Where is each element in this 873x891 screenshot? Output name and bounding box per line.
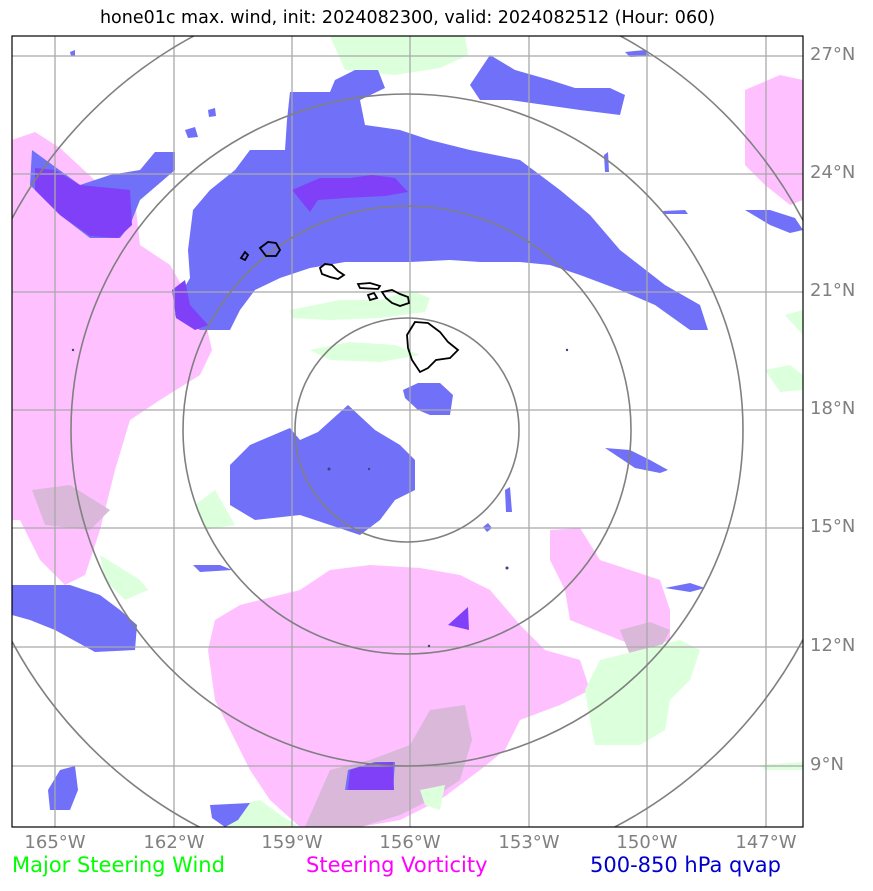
qvap-region-small-7 xyxy=(625,50,650,57)
steering-vorticity-layer xyxy=(12,75,803,827)
qvap-region-central-band xyxy=(175,70,708,330)
vorticity-region-south xyxy=(208,565,590,827)
island-niihau xyxy=(239,250,250,262)
qvap-region-small-2 xyxy=(185,127,198,138)
range-ring-2 xyxy=(182,205,632,655)
overlap-qvap-south xyxy=(448,607,469,630)
overlap-qvap-bottom xyxy=(348,762,394,790)
wind-region-southwest xyxy=(100,555,148,600)
island-maui xyxy=(380,289,411,307)
lat-label-18n: 18°N xyxy=(810,398,856,419)
island-molokai xyxy=(356,282,382,290)
qvap-layer xyxy=(12,50,803,827)
qvap-region-small-9 xyxy=(70,50,75,56)
qvap-region-southwest xyxy=(12,585,137,652)
scatter-dots xyxy=(71,348,569,648)
overlap-qvap-mid xyxy=(292,175,408,212)
lat-label-27n: 27°N xyxy=(810,44,856,65)
legend-steering-wind: Major Steering Wind xyxy=(12,853,225,877)
wind-region-hawaii-2 xyxy=(310,342,420,362)
lat-label-9n: 9°N xyxy=(810,754,844,775)
range-rings xyxy=(12,36,803,827)
lon-label-159w: 159°W xyxy=(261,832,323,853)
qvap-region-central-south xyxy=(230,405,415,535)
graticule xyxy=(12,36,803,827)
qvap-region-small-8 xyxy=(604,152,609,172)
qvap-region-small-4 xyxy=(505,487,512,512)
qvap-region-small-3 xyxy=(208,108,216,117)
range-ring-3 xyxy=(70,93,744,767)
lat-label-12n: 12°N xyxy=(810,635,856,656)
qvap-region-far-east xyxy=(745,210,803,233)
qvap-region-south-1 xyxy=(48,766,78,810)
wind-region-bottom-2 xyxy=(420,785,445,810)
vorticity-region-east xyxy=(550,528,670,650)
vorticity-region-northeast xyxy=(745,75,803,205)
island-kauai xyxy=(258,241,282,257)
vort-qvap-overlap-layer xyxy=(35,168,469,790)
wind-region-hawaii-1 xyxy=(290,290,430,320)
map-title: hone01c max. wind, init: 2024082300, val… xyxy=(99,8,716,28)
qvap-region-east-small xyxy=(665,583,705,592)
lat-label-21n: 21°N xyxy=(810,280,856,301)
lon-label-153w: 153°W xyxy=(498,832,560,853)
range-ring-1 xyxy=(294,317,520,543)
map-frame xyxy=(11,35,804,828)
wind-region-west xyxy=(195,490,235,530)
lon-label-162w: 162°W xyxy=(143,832,205,853)
wind-region-east xyxy=(765,365,803,392)
island-hawaii xyxy=(406,321,460,374)
qvap-region-small-hawaii xyxy=(403,383,453,415)
overlap-region-west xyxy=(32,485,110,530)
legend-steering-vorticity: Steering Vorticity xyxy=(306,853,488,877)
overlap-qvap-west xyxy=(35,168,132,238)
qvap-region-east-streak xyxy=(605,448,668,473)
qvap-region-north xyxy=(470,55,625,115)
wind-region-southeast xyxy=(585,640,700,745)
lat-label-24n: 24°N xyxy=(810,162,856,183)
qvap-region-mid-strip xyxy=(388,208,448,217)
vorticity-region-west xyxy=(12,132,212,585)
qvap-region-small-6 xyxy=(663,210,688,214)
wind-region-east-2 xyxy=(785,310,803,335)
qvap-region-south-2 xyxy=(210,803,250,827)
island-lanai xyxy=(366,291,379,302)
lon-label-156w: 156°W xyxy=(379,832,441,853)
lon-label-147w: 147°W xyxy=(735,832,797,853)
qvap-region-small-1 xyxy=(193,565,232,572)
lon-label-165w: 165°W xyxy=(24,832,86,853)
legend-qvap: 500-850 hPa qvap xyxy=(590,853,781,877)
lat-label-15n: 15°N xyxy=(810,516,856,537)
lon-label-150w: 150°W xyxy=(616,832,678,853)
island-oahu xyxy=(318,263,346,280)
hawaiian-islands xyxy=(239,241,460,374)
